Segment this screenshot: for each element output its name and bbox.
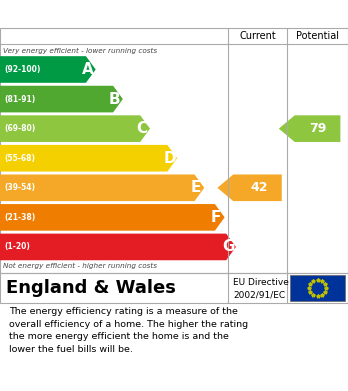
Text: The energy efficiency rating is a measure of the
overall efficiency of a home. T: The energy efficiency rating is a measur… bbox=[9, 307, 248, 354]
Text: EU Directive: EU Directive bbox=[233, 278, 289, 287]
Text: (1-20): (1-20) bbox=[4, 242, 30, 251]
Text: A: A bbox=[82, 62, 94, 77]
Polygon shape bbox=[0, 234, 236, 260]
Text: C: C bbox=[136, 121, 147, 136]
Text: Current: Current bbox=[239, 31, 276, 41]
Text: 79: 79 bbox=[309, 122, 326, 135]
Text: Energy Efficiency Rating: Energy Efficiency Rating bbox=[9, 7, 211, 22]
Text: G: G bbox=[222, 239, 235, 255]
Polygon shape bbox=[0, 204, 225, 231]
Text: (81-91): (81-91) bbox=[4, 95, 35, 104]
Text: Not energy efficient - higher running costs: Not energy efficient - higher running co… bbox=[3, 263, 158, 269]
Polygon shape bbox=[0, 86, 123, 112]
Text: 2002/91/EC: 2002/91/EC bbox=[233, 290, 285, 299]
Text: F: F bbox=[211, 210, 221, 225]
Text: (92-100): (92-100) bbox=[4, 65, 41, 74]
Text: B: B bbox=[109, 91, 120, 107]
Text: E: E bbox=[190, 180, 201, 195]
Polygon shape bbox=[218, 174, 282, 201]
Text: (21-38): (21-38) bbox=[4, 213, 35, 222]
Text: 42: 42 bbox=[251, 181, 268, 194]
Text: D: D bbox=[163, 151, 176, 166]
Text: Potential: Potential bbox=[296, 31, 339, 41]
Text: Very energy efficient - lower running costs: Very energy efficient - lower running co… bbox=[3, 47, 158, 54]
Polygon shape bbox=[0, 115, 150, 142]
Polygon shape bbox=[0, 56, 96, 83]
Polygon shape bbox=[0, 145, 177, 172]
Text: (69-80): (69-80) bbox=[4, 124, 35, 133]
Text: England & Wales: England & Wales bbox=[6, 279, 176, 297]
Bar bbox=[290, 275, 345, 301]
Polygon shape bbox=[279, 115, 340, 142]
Polygon shape bbox=[0, 174, 204, 201]
Text: (39-54): (39-54) bbox=[4, 183, 35, 192]
Text: (55-68): (55-68) bbox=[4, 154, 35, 163]
